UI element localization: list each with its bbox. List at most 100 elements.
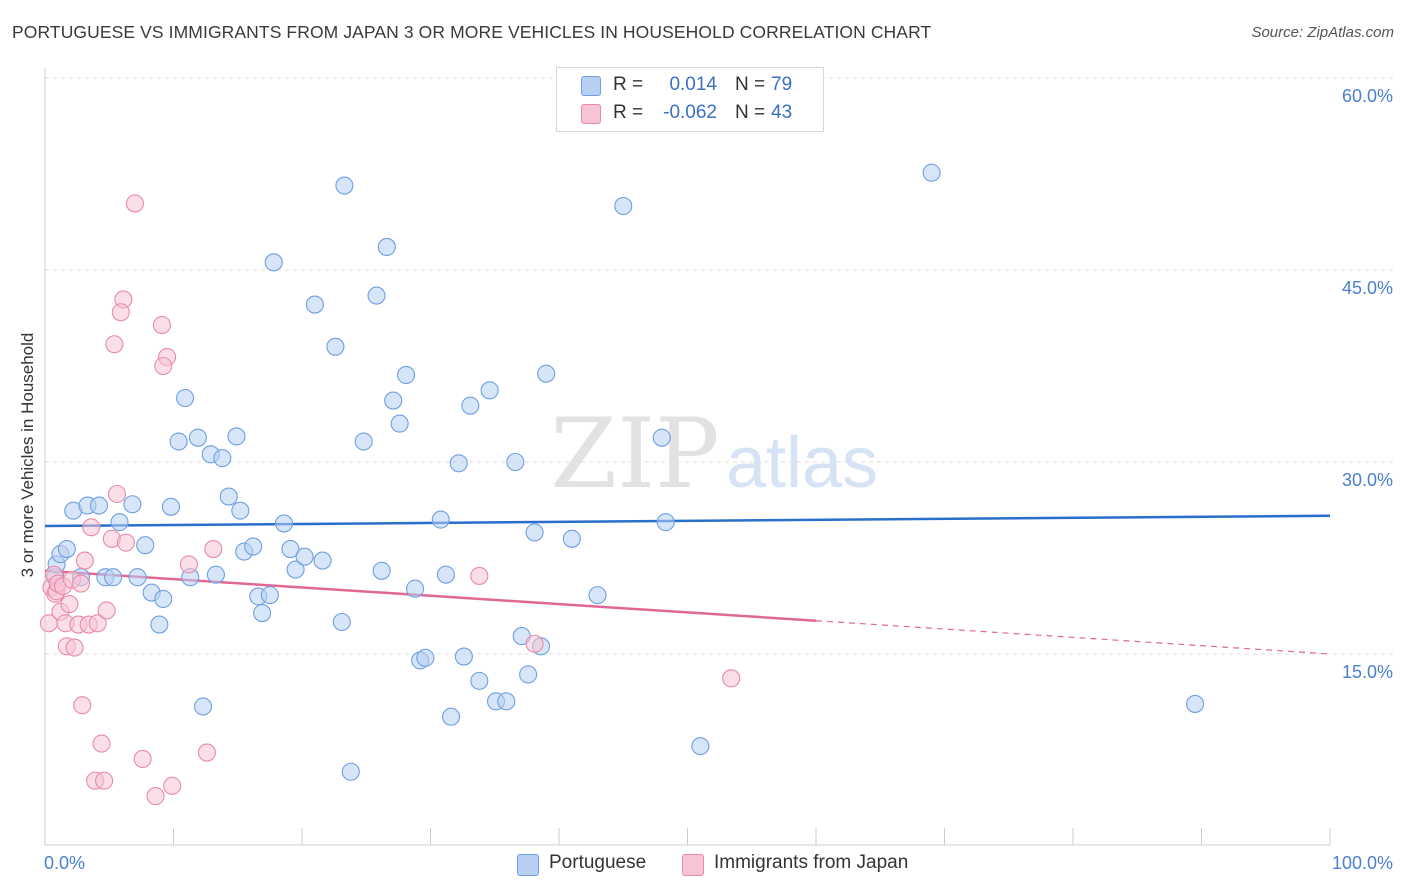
japan-trend-line (44, 569, 817, 622)
portuguese-point (104, 568, 123, 587)
watermark-atlas: atlas (726, 423, 878, 503)
portuguese-point (656, 513, 675, 532)
portuguese-point (219, 487, 238, 506)
portuguese-point (449, 454, 468, 473)
n-label: N = (735, 74, 766, 95)
portuguese-point (335, 176, 354, 195)
japan-point (722, 669, 741, 688)
portuguese-point (161, 497, 180, 516)
portuguese-point (227, 427, 246, 446)
portuguese-point (497, 692, 516, 711)
portuguese-point (253, 603, 272, 623)
portuguese-point (525, 523, 544, 542)
portuguese-point (470, 671, 489, 690)
portuguese-point (206, 565, 225, 584)
portuguese-point (506, 452, 525, 472)
n-label: N = (735, 102, 766, 123)
japan-point (92, 734, 111, 753)
portuguese-point (1186, 694, 1205, 713)
japan-point (60, 595, 79, 614)
portuguese-point (326, 337, 345, 356)
japan-point (82, 518, 101, 537)
portuguese-point (436, 565, 455, 584)
portuguese-point (354, 432, 373, 451)
legend-label: Immigrants from Japan (714, 852, 909, 873)
legend-row-portuguese: R = 0.014 N = 79 (557, 72, 823, 100)
japan-point (65, 638, 84, 657)
portuguese-point (244, 537, 263, 556)
portuguese-point (537, 364, 556, 383)
data-points (39, 163, 1205, 806)
legend-label: Portuguese (549, 852, 647, 873)
portuguese-swatch (581, 76, 601, 96)
grid-lines (45, 77, 1394, 655)
portuguese-point (136, 536, 155, 555)
portuguese-point (57, 539, 76, 559)
series-legend: Portuguese Immigrants from Japan (0, 852, 1406, 878)
japan-point (204, 539, 223, 559)
portuguese-point (519, 665, 538, 684)
portuguese-point (176, 388, 195, 408)
portuguese-point (384, 391, 403, 410)
japan-point (146, 787, 165, 806)
portuguese-point (562, 529, 581, 548)
portuguese-point (188, 428, 207, 447)
axes (44, 68, 1331, 846)
portuguese-point (431, 510, 450, 529)
portuguese-point (691, 737, 710, 756)
japan-point (116, 533, 136, 552)
x-tick-label: 100.0% (1332, 853, 1393, 873)
portuguese-point (588, 586, 607, 605)
portuguese-point (295, 547, 314, 566)
n-value: 79 (771, 74, 793, 95)
japan-point (163, 776, 182, 795)
portuguese-trend-line (44, 514, 1331, 528)
japan-point (71, 574, 91, 593)
japan-point (95, 771, 114, 790)
portuguese-point (652, 428, 671, 447)
y-tick-label: 60.0% (1342, 86, 1393, 106)
y-tick-label: 45.0% (1342, 278, 1393, 298)
correlation-legend: R = 0.014 N = 79 R = -0.062 N = 43 (556, 67, 824, 132)
r-value: -0.062 (663, 102, 717, 123)
portuguese-point (367, 286, 386, 305)
legend-row-japan: R = -0.062 N = 43 (557, 100, 823, 128)
japan-trend-line-extension (815, 620, 1331, 655)
watermark-zip: ZIP (550, 398, 719, 510)
axis-labels: 15.0% 30.0% 45.0% 60.0% 0.0% 100.0% 3 or more … (18, 86, 1393, 873)
japan-point (97, 601, 116, 620)
portuguese-point (89, 496, 109, 515)
portuguese-point (397, 365, 416, 385)
portuguese-point (461, 396, 480, 415)
watermark: ZIP atlas (550, 398, 878, 510)
r-label: R = (613, 102, 644, 123)
japan-point (111, 303, 130, 322)
portuguese-point (128, 568, 147, 587)
portuguese-swatch (517, 854, 539, 876)
trend-lines (44, 514, 1331, 655)
r-value: 0.014 (669, 74, 717, 95)
portuguese-point (332, 612, 351, 632)
portuguese-point (372, 561, 391, 580)
portuguese-point (281, 539, 300, 559)
portuguese-point (274, 514, 294, 533)
portuguese-point (454, 647, 473, 666)
japan-point (133, 749, 152, 769)
japan-point (88, 614, 107, 633)
portuguese-point (150, 615, 169, 634)
japan-point (525, 634, 544, 653)
japan-points (39, 194, 741, 806)
portuguese-point (213, 449, 232, 468)
portuguese-point (341, 762, 360, 781)
portuguese-point (406, 579, 425, 598)
portuguese-point (377, 237, 396, 257)
japan-point (75, 551, 94, 570)
japan-point (152, 315, 171, 335)
y-axis-label: 3 or more Vehicles in Household (18, 333, 37, 578)
portuguese-point (194, 697, 213, 716)
portuguese-point (154, 589, 173, 609)
japan-point (179, 555, 198, 574)
portuguese-point (123, 495, 142, 514)
japan-point (154, 356, 173, 376)
